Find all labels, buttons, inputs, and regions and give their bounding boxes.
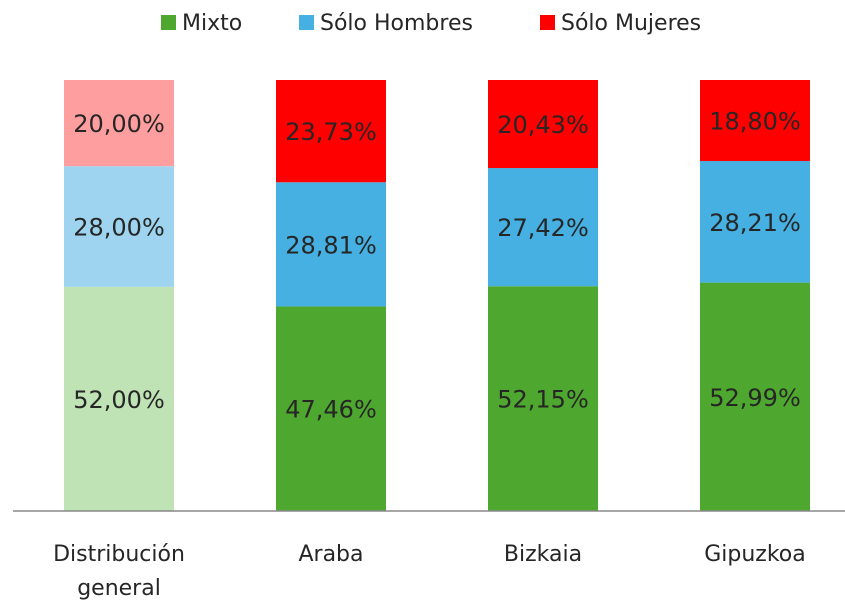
bar-segment: [488, 286, 598, 511]
x-tick-label: Bizkaia: [503, 542, 583, 567]
data-label: 52,00%: [73, 386, 165, 414]
data-label: 23,73%: [285, 118, 377, 146]
x-tick-label: Distribución general: [53, 542, 185, 601]
bar-segment: [700, 161, 810, 283]
x-tick-label: Araba: [298, 542, 364, 567]
legend-label: Sólo Mujeres: [561, 11, 701, 36]
bar-segment: [276, 80, 386, 183]
bar-segment: [488, 168, 598, 287]
data-label: 52,99%: [709, 384, 801, 412]
x-tick-label: Gipuzkoa: [704, 542, 806, 567]
bar-segment: [64, 80, 174, 167]
data-label: 52,15%: [497, 386, 589, 414]
legend-label: Mixto: [182, 11, 242, 36]
legend-swatch: [540, 15, 555, 30]
bar-segment: [64, 286, 174, 511]
data-label: 27,42%: [497, 214, 589, 242]
bar-segment: [276, 306, 386, 511]
bar-segment: [64, 166, 174, 287]
data-label: 47,46%: [285, 396, 377, 424]
bar-segment: [700, 282, 810, 511]
legend-label: Sólo Hombres: [320, 11, 473, 36]
bar-segment: [276, 182, 386, 307]
legend-swatch: [299, 15, 314, 30]
data-label: 28,00%: [73, 214, 165, 242]
data-label: 20,00%: [73, 110, 165, 138]
data-label: 28,21%: [709, 209, 801, 237]
legend-swatch: [161, 15, 176, 30]
data-label: 20,43%: [497, 111, 589, 139]
bar-segment: [488, 80, 598, 169]
data-label: 18,80%: [709, 108, 801, 136]
bar-segment: [700, 80, 810, 162]
data-label: 28,81%: [285, 231, 377, 259]
